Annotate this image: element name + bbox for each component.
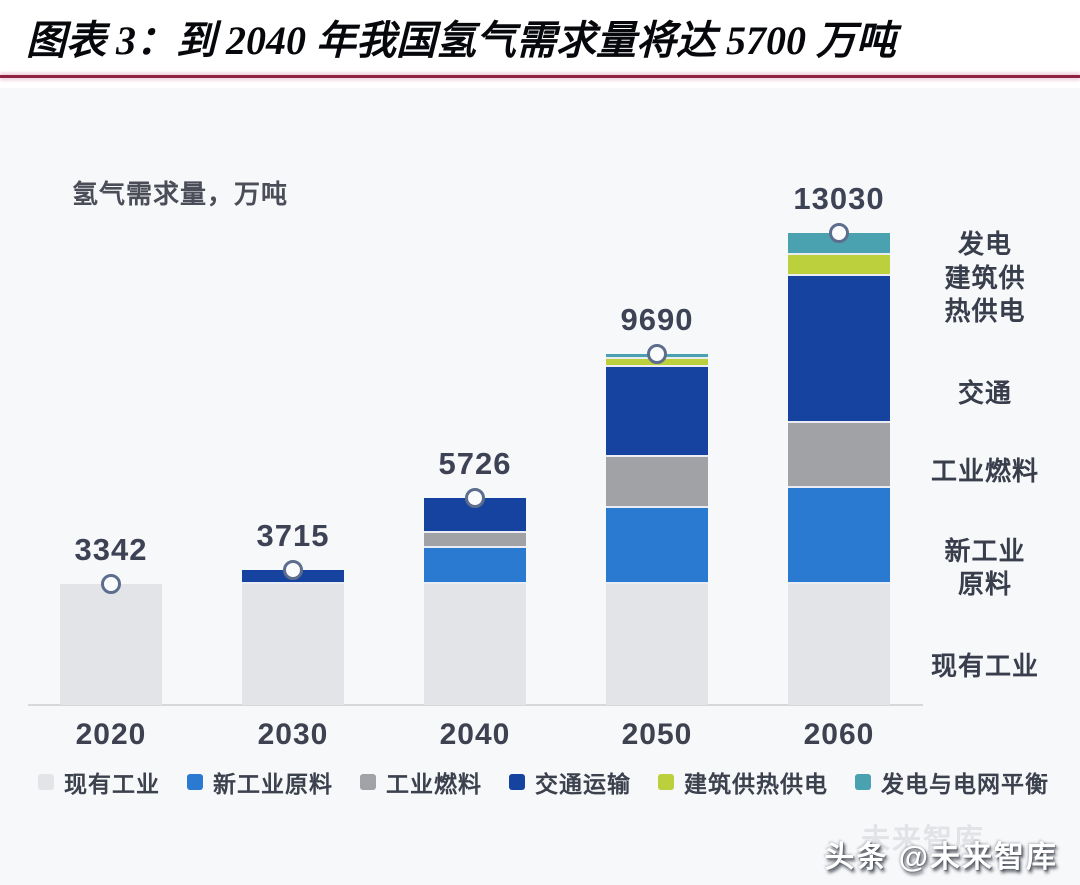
legend-item-交通运输: 交通运输 [509,765,631,799]
right-segment-label: 新工业 原料 [944,536,1026,599]
value-label-2050: 9690 [620,301,694,337]
legend-label: 新工业原料 [213,771,333,797]
watermark-text: 头条 @未来智库 [824,841,1058,874]
legend-label: 交通运输 [535,771,631,797]
x-axis-tick-2040: 2040 [439,718,511,751]
title-underline [0,75,1080,78]
right-segment-label: 现有工业 [930,651,1039,681]
x-axis-tick-2050: 2050 [621,718,693,751]
data-point-marker-icon [101,573,121,594]
watermark-ghost: 未来智库 [860,824,985,856]
right-segment-label: 交通 [957,378,1012,408]
segment-现有工业 [424,583,526,705]
segment-现有工业 [60,583,162,705]
chart-legend: 现有工业 新工业原料 工业燃料 交通运输 建筑供热供电 发电与电网平衡 [38,765,1049,799]
data-point-marker-icon [647,343,667,364]
segment-发电与电网平衡 [788,233,890,255]
page-title: 图表 3：到 2040 年我国氢气需求量将达 5700 万吨 [26,18,896,63]
segment-建筑供热供电 [788,254,890,276]
y-axis-label: 氢气需求量，万吨 [72,179,289,209]
segment-交通运输 [606,366,708,458]
right-segment-label: 工业燃料 [930,456,1039,486]
legend-swatch-icon [38,774,54,790]
segment-现有工业 [242,583,344,705]
segment-新工业原料 [788,487,890,584]
legend-swatch-icon [187,774,203,790]
segment-工业燃料 [788,422,890,488]
segment-现有工业 [788,583,890,705]
legend-item-工业燃料: 工业燃料 [360,765,482,799]
segment-现有工业 [606,583,708,705]
x-axis-line [28,704,923,706]
chart-panel-background [0,88,1080,885]
value-label-2060: 13030 [793,181,885,216]
legend-item-现有工业: 现有工业 [38,765,160,799]
stacked-bar-2030 [242,570,344,705]
segment-工业燃料 [424,533,526,548]
right-segment-label: 建筑供 热供电 [944,263,1026,326]
x-axis-tick-2020: 2020 [75,718,147,751]
legend-label: 发电与电网平衡 [881,771,1049,797]
stacked-bar-2040 [424,497,526,705]
legend-swatch-icon [360,774,376,790]
data-point-marker-icon [829,223,849,243]
segment-新工业原料 [424,547,526,584]
legend-label: 现有工业 [64,771,160,797]
value-label-2040: 5726 [438,445,512,481]
x-axis-tick-2030: 2030 [257,718,329,751]
legend-label: 建筑供热供电 [684,771,828,797]
data-point-marker-icon [283,560,303,581]
legend-item-新工业原料: 新工业原料 [187,765,333,799]
data-point-marker-icon [465,487,485,508]
segment-工业燃料 [606,457,708,508]
segment-交通运输 [788,275,890,423]
x-axis-tick-2060: 2060 [803,718,875,751]
legend-item-建筑供热供电: 建筑供热供电 [658,765,828,799]
legend-item-发电与电网平衡: 发电与电网平衡 [855,765,1049,799]
legend-label: 工业燃料 [386,771,482,797]
right-segment-label: 发电 [957,229,1012,259]
legend-swatch-icon [509,774,525,790]
legend-swatch-icon [658,774,674,790]
segment-新工业原料 [606,507,708,584]
stacked-bar-2050 [606,354,708,705]
stacked-bar-2020 [60,583,162,705]
value-label-2020: 3342 [74,531,148,567]
stacked-bar-2060 [788,233,890,705]
value-label-2030: 3715 [256,518,330,554]
legend-swatch-icon [855,774,871,790]
